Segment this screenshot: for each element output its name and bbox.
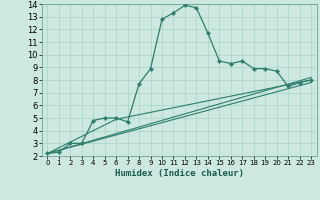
X-axis label: Humidex (Indice chaleur): Humidex (Indice chaleur)	[115, 169, 244, 178]
